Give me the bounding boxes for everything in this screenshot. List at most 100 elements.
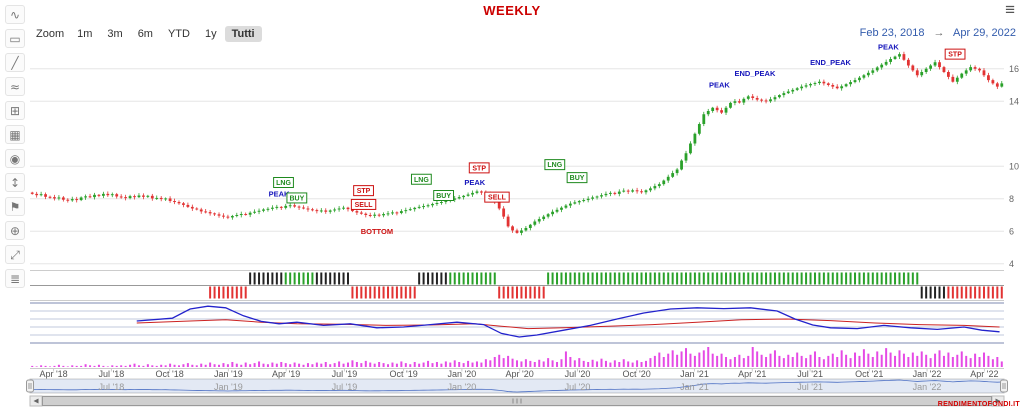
tool-measure-icon[interactable]: ⊞ xyxy=(5,101,25,120)
tool-fibonacci-icon[interactable]: ▦ xyxy=(5,125,25,144)
annotation-peak[interactable]: PEAK xyxy=(269,189,290,198)
annotations-layer[interactable]: LNGPEAKBUYSTPSELLBOTTOMLNGBUYSTPPEAKSELL… xyxy=(269,42,966,236)
annotation-lng[interactable]: LNG xyxy=(544,159,566,171)
date-range-arrow: → xyxy=(933,27,945,39)
svg-text:Jan '22: Jan '22 xyxy=(913,382,942,392)
tool-current-price-indicator-icon[interactable]: ∿ xyxy=(5,5,25,24)
navigator-handle-left[interactable] xyxy=(26,379,34,393)
svg-text:Jul '18: Jul '18 xyxy=(99,369,125,379)
svg-text:PEAK: PEAK xyxy=(878,42,899,51)
range-button-1y[interactable]: 1y xyxy=(198,26,224,42)
annotation-peak[interactable]: PEAK xyxy=(709,81,730,90)
svg-text:16: 16 xyxy=(1009,64,1019,74)
svg-text:Jul '18: Jul '18 xyxy=(99,382,125,392)
annotation-buy[interactable]: BUY xyxy=(433,190,455,201)
svg-text:BUY: BUY xyxy=(436,193,451,200)
tool-full-screen-icon[interactable]: ⤢ xyxy=(5,245,25,264)
tool-zoom-change-icon[interactable]: ⊕ xyxy=(5,221,25,240)
annotation-stp[interactable]: STP xyxy=(353,185,374,197)
svg-text:Jul '20: Jul '20 xyxy=(565,369,591,379)
annotation-sell[interactable]: SELL xyxy=(350,198,377,210)
svg-text:6: 6 xyxy=(1009,226,1014,236)
zoom-label: Zoom xyxy=(36,28,65,40)
svg-text:PEAK: PEAK xyxy=(269,189,290,198)
svg-text:Oct '21: Oct '21 xyxy=(855,369,883,379)
scrollbar-left-button[interactable] xyxy=(29,395,43,407)
scrollbar-thumb[interactable] xyxy=(42,396,992,406)
svg-text:END_PEAK: END_PEAK xyxy=(810,58,851,67)
annotation-stp[interactable]: STP xyxy=(944,48,966,60)
annotation-stp[interactable]: STP xyxy=(468,162,490,174)
svg-text:Jan '19: Jan '19 xyxy=(214,382,243,392)
chart-title: WEEKLY xyxy=(483,3,541,18)
svg-text:Apr '18: Apr '18 xyxy=(39,369,67,379)
svg-text:STP: STP xyxy=(472,165,486,172)
svg-text:LNG: LNG xyxy=(414,177,429,184)
svg-text:Jan '20: Jan '20 xyxy=(447,382,476,392)
svg-text:PEAK: PEAK xyxy=(464,178,485,187)
navigator[interactable]: Jul '18 Jan '19 Jul '19 Jan '20 Jul '20 Jan '… xyxy=(26,378,1008,394)
navigator-handle-right[interactable] xyxy=(1000,379,1008,393)
svg-text:BOTTOM: BOTTOM xyxy=(361,227,393,236)
tool-indicators-icon[interactable]: ≣ xyxy=(5,269,25,288)
panel-separators xyxy=(30,270,1004,301)
range-button-3m[interactable]: 3m xyxy=(100,26,129,42)
x-axis: Apr '18 Jul '18 Oct '18 Jan '19 Apr '19 Jul '… xyxy=(30,368,1004,379)
volume-panel xyxy=(31,347,1003,367)
svg-text:Oct '18: Oct '18 xyxy=(156,369,184,379)
annotation-buy[interactable]: BUY xyxy=(286,192,308,204)
tool-segment-line-icon[interactable]: ╱ xyxy=(5,53,25,72)
svg-text:14: 14 xyxy=(1009,96,1019,106)
oscillator-panel xyxy=(30,302,1004,344)
streak-indicator-panel xyxy=(30,272,1004,299)
tool-toggle-annotations-icon[interactable]: ◉ xyxy=(5,149,25,168)
annotation-bottom[interactable]: BOTTOM xyxy=(361,227,393,236)
stock-tools-toolbar: ∿ ▭ ╱ ≈ ⊞ ▦ ◉ ↕ ⚑ ⊕ ⤢ ≣ xyxy=(2,5,28,288)
date-to-input[interactable]: Apr 29, 2022 xyxy=(953,27,1016,39)
tool-vertical-labels-icon[interactable]: ↕ xyxy=(5,173,25,192)
svg-text:Jan '21: Jan '21 xyxy=(680,369,709,379)
svg-text:SELL: SELL xyxy=(488,195,507,202)
svg-text:Jul '21: Jul '21 xyxy=(797,382,823,392)
svg-text:END_PEAK: END_PEAK xyxy=(735,69,776,78)
annotation-lng[interactable]: LNG xyxy=(273,177,294,188)
tool-crooked-line-icon[interactable]: ≈ xyxy=(5,77,25,96)
credits-link[interactable]: RENDIMENTOFONDI.IT xyxy=(937,401,1020,408)
svg-text:Jan '21: Jan '21 xyxy=(680,382,709,392)
annotation-lng[interactable]: LNG xyxy=(410,173,432,185)
range-selector: Zoom 1m 3m 6m YTD 1y Tutti xyxy=(36,26,262,42)
svg-text:Jul '21: Jul '21 xyxy=(797,369,823,379)
svg-text:Apr '21: Apr '21 xyxy=(738,369,766,379)
candlestick-series[interactable] xyxy=(30,51,1004,236)
annotation-end_peak[interactable]: END_PEAK xyxy=(735,69,776,78)
svg-text:Apr '19: Apr '19 xyxy=(272,369,300,379)
range-button-all[interactable]: Tutti xyxy=(224,26,262,42)
annotation-peak[interactable]: PEAK xyxy=(878,42,899,51)
annotation-sell[interactable]: SELL xyxy=(484,191,510,203)
tool-flags-icon[interactable]: ⚑ xyxy=(5,197,25,216)
svg-text:STP: STP xyxy=(948,52,962,59)
range-button-ytd[interactable]: YTD xyxy=(161,26,197,42)
svg-text:Apr '20: Apr '20 xyxy=(506,369,534,379)
svg-text:Jan '20: Jan '20 xyxy=(447,369,476,379)
svg-text:8: 8 xyxy=(1009,194,1014,204)
svg-text:SELL: SELL xyxy=(355,202,374,209)
range-button-1m[interactable]: 1m xyxy=(70,26,99,42)
svg-text:Jul '20: Jul '20 xyxy=(565,382,591,392)
annotation-peak[interactable]: PEAK xyxy=(464,178,485,187)
svg-text:PEAK: PEAK xyxy=(709,81,730,90)
annotation-end_peak[interactable]: END_PEAK xyxy=(810,58,851,67)
date-range: Feb 23, 2018 → Apr 29, 2022 xyxy=(860,27,1016,39)
range-button-6m[interactable]: 6m xyxy=(131,26,160,42)
svg-text:LNG: LNG xyxy=(276,180,291,187)
svg-text:4: 4 xyxy=(1009,259,1014,269)
svg-text:Jan '22: Jan '22 xyxy=(913,369,942,379)
svg-text:10: 10 xyxy=(1009,161,1019,171)
context-menu-icon[interactable]: ≡ xyxy=(1005,0,1015,19)
scrollbar[interactable] xyxy=(29,395,1005,407)
tool-annotation-label-icon[interactable]: ▭ xyxy=(5,29,25,48)
annotation-buy[interactable]: BUY xyxy=(566,172,588,184)
date-from-input[interactable]: Feb 23, 2018 xyxy=(859,27,925,39)
svg-text:LNG: LNG xyxy=(547,162,562,169)
